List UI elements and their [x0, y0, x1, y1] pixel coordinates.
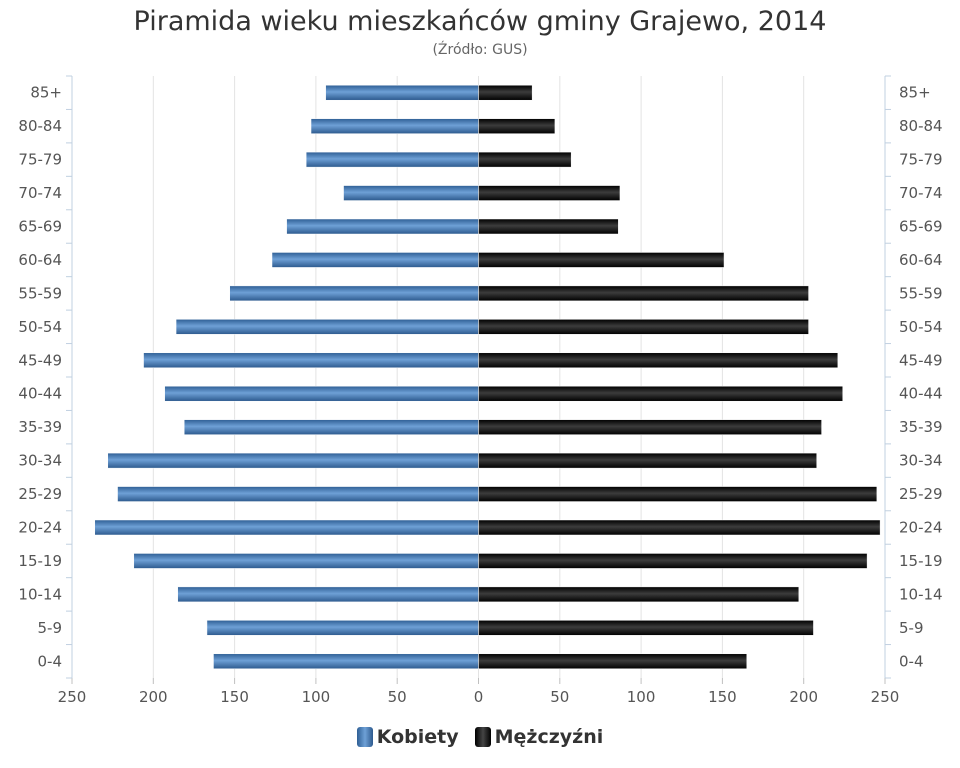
y-label-right: 55-59 [899, 284, 943, 302]
x-tick-label: 150 [220, 688, 249, 706]
y-label-right: 30-34 [899, 452, 943, 470]
y-label-left: 75-79 [18, 151, 62, 169]
y-label-left: 60-64 [18, 251, 62, 269]
bar-mezczyzni-80-84[interactable] [478, 118, 556, 134]
bar-mezczyzni-55-59[interactable] [478, 285, 809, 302]
y-label-left: 85+ [30, 84, 62, 102]
bar-kobiety-70-74[interactable] [343, 185, 479, 201]
bar-kobiety-75-79[interactable] [305, 151, 479, 168]
bar-mezczyzni-20-24[interactable] [478, 519, 881, 536]
bar-mezczyzni-30-34[interactable] [478, 452, 817, 469]
axes [66, 75, 891, 684]
chart-title: Piramida wieku mieszkańców gminy Grajewo… [133, 6, 827, 37]
y-label-right: 80-84 [899, 117, 943, 135]
y-label-left: 20-24 [18, 519, 62, 537]
bar-mezczyzni-60-64[interactable] [478, 252, 725, 268]
x-tick-label: 150 [708, 688, 737, 706]
y-label-left: 15-19 [18, 552, 62, 570]
x-tick-label: 50 [388, 688, 407, 706]
y-label-right: 10-14 [899, 585, 943, 603]
y-label-right: 85+ [899, 84, 931, 102]
x-tick-label: 250 [871, 688, 900, 706]
bar-mezczyzni-35-39[interactable] [478, 419, 822, 435]
y-label-right: 70-74 [899, 184, 943, 202]
y-label-left: 80-84 [18, 117, 62, 135]
bar-mezczyzni-25-29[interactable] [478, 486, 878, 502]
bar-kobiety-80-84[interactable] [310, 118, 479, 134]
y-label-left: 10-14 [18, 585, 62, 603]
y-label-right: 75-79 [899, 151, 943, 169]
y-label-left: 0-4 [38, 652, 63, 670]
y-label-left: 55-59 [18, 284, 62, 302]
bar-mezczyzni-65-69[interactable] [478, 218, 619, 235]
y-label-left: 30-34 [18, 452, 62, 470]
bar-kobiety-35-39[interactable] [183, 419, 479, 435]
bar-kobiety-50-54[interactable] [175, 319, 479, 335]
bar-mezczyzni-15-19[interactable] [478, 553, 868, 569]
y-label-right: 25-29 [899, 485, 943, 503]
y-label-right: 0-4 [899, 652, 924, 670]
bar-kobiety-25-29[interactable] [117, 486, 479, 502]
legend: Kobiety Mężczyźni [0, 722, 960, 752]
bar-kobiety-0-4[interactable] [213, 653, 479, 670]
x-tick-label: 250 [58, 688, 87, 706]
y-label-left: 45-49 [18, 351, 62, 369]
y-label-right: 60-64 [899, 251, 943, 269]
bar-kobiety-85+[interactable] [325, 84, 479, 101]
y-label-left: 65-69 [18, 218, 62, 236]
axis-labels: 250 200 150 100 50 0 50 100 150 200 250 85+ 85+ 80-84… [18, 84, 942, 706]
chart-subtitle: (Źródło: GUS) [432, 42, 528, 58]
y-label-right: 15-19 [899, 552, 943, 570]
y-label-right: 65-69 [899, 218, 943, 236]
y-label-left: 50-54 [18, 318, 62, 336]
x-tick-label: 0 [474, 688, 484, 706]
y-label-right: 40-44 [899, 385, 943, 403]
bar-mezczyzni-70-74[interactable] [478, 185, 621, 201]
x-tick-label: 50 [550, 688, 569, 706]
y-label-right: 35-39 [899, 418, 943, 436]
bar-mezczyzni-50-54[interactable] [478, 319, 809, 335]
population-pyramid-chart: 250 200 150 100 50 0 50 100 150 200 250 85+ 85+ 80-84… [18, 75, 943, 706]
y-label-left: 35-39 [18, 418, 62, 436]
legend-item-kobiety[interactable]: Kobiety [356, 726, 459, 748]
bar-kobiety-45-49[interactable] [143, 352, 479, 369]
y-label-right: 50-54 [899, 318, 943, 336]
x-tick-label: 200 [789, 688, 818, 706]
y-label-right: 45-49 [899, 351, 943, 369]
y-label-left: 40-44 [18, 385, 62, 403]
y-label-right: 20-24 [899, 519, 943, 537]
bar-kobiety-30-34[interactable] [107, 452, 479, 469]
y-label-left: 25-29 [18, 485, 62, 503]
bar-kobiety-55-59[interactable] [229, 285, 479, 302]
legend-swatch-kobiety [356, 727, 373, 747]
legend-label-mezczyzni: Mężczyźni [494, 726, 604, 748]
bar-kobiety-5-9[interactable] [206, 620, 479, 636]
x-tick-label: 100 [302, 688, 331, 706]
bar-kobiety-60-64[interactable] [271, 252, 479, 268]
bar-mezczyzni-40-44[interactable] [478, 385, 843, 402]
y-label-left: 70-74 [18, 184, 62, 202]
legend-swatch-mezczyzni [474, 727, 491, 747]
bar-mezczyzni-10-14[interactable] [478, 586, 800, 603]
x-tick-label: 100 [627, 688, 656, 706]
bar-mezczyzni-0-4[interactable] [478, 653, 748, 670]
bar-kobiety-65-69[interactable] [286, 218, 479, 235]
bars [94, 84, 881, 670]
bar-kobiety-15-19[interactable] [133, 553, 479, 569]
x-tick-label: 200 [139, 688, 168, 706]
bar-kobiety-40-44[interactable] [164, 385, 479, 402]
y-label-left: 5-9 [38, 619, 63, 637]
bar-mezczyzni-85+[interactable] [478, 84, 533, 101]
y-label-right: 5-9 [899, 619, 924, 637]
bar-kobiety-20-24[interactable] [94, 519, 479, 536]
legend-label-kobiety: Kobiety [376, 726, 459, 748]
bar-mezczyzni-45-49[interactable] [478, 352, 839, 369]
bar-kobiety-10-14[interactable] [177, 586, 479, 603]
bar-mezczyzni-5-9[interactable] [478, 620, 814, 636]
legend-item-mezczyzni[interactable]: Mężczyźni [474, 726, 604, 748]
bar-mezczyzni-75-79[interactable] [478, 151, 572, 168]
